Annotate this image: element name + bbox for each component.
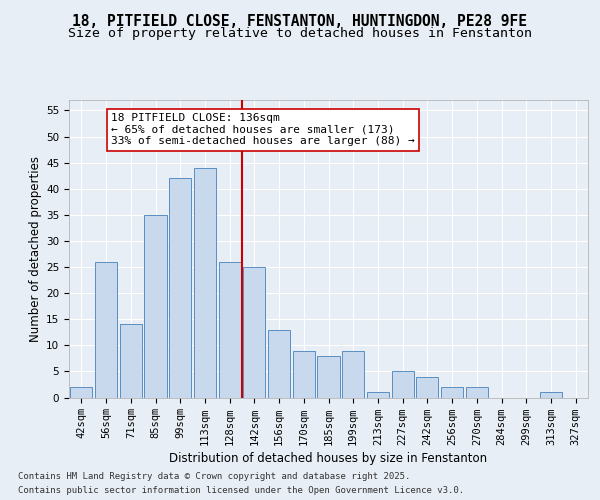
- Bar: [95, 262, 117, 398]
- Bar: [367, 392, 389, 398]
- Text: Size of property relative to detached houses in Fenstanton: Size of property relative to detached ho…: [68, 28, 532, 40]
- Bar: [268, 330, 290, 398]
- Bar: [293, 350, 315, 398]
- Y-axis label: Number of detached properties: Number of detached properties: [29, 156, 42, 342]
- Bar: [441, 387, 463, 398]
- X-axis label: Distribution of detached houses by size in Fenstanton: Distribution of detached houses by size …: [169, 452, 488, 464]
- Bar: [416, 376, 439, 398]
- Bar: [243, 267, 265, 398]
- Text: 18 PITFIELD CLOSE: 136sqm
← 65% of detached houses are smaller (173)
33% of semi: 18 PITFIELD CLOSE: 136sqm ← 65% of detac…: [111, 113, 415, 146]
- Bar: [540, 392, 562, 398]
- Bar: [145, 215, 167, 398]
- Bar: [466, 387, 488, 398]
- Bar: [169, 178, 191, 398]
- Bar: [70, 387, 92, 398]
- Bar: [392, 372, 414, 398]
- Bar: [218, 262, 241, 398]
- Bar: [342, 350, 364, 398]
- Text: 18, PITFIELD CLOSE, FENSTANTON, HUNTINGDON, PE28 9FE: 18, PITFIELD CLOSE, FENSTANTON, HUNTINGD…: [73, 14, 527, 29]
- Bar: [194, 168, 216, 398]
- Text: Contains public sector information licensed under the Open Government Licence v3: Contains public sector information licen…: [18, 486, 464, 495]
- Bar: [119, 324, 142, 398]
- Text: Contains HM Land Registry data © Crown copyright and database right 2025.: Contains HM Land Registry data © Crown c…: [18, 472, 410, 481]
- Bar: [317, 356, 340, 398]
